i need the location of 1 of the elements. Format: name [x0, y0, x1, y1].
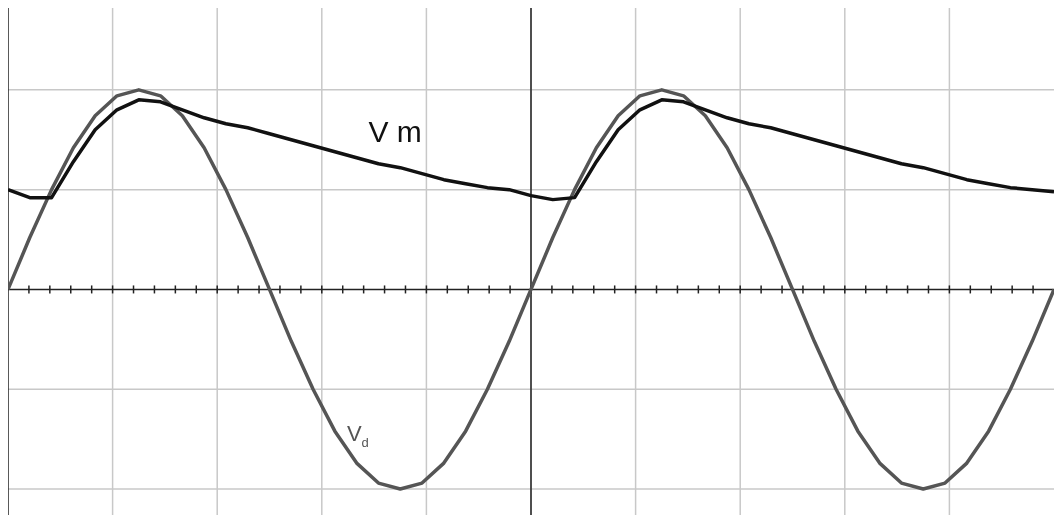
series-label: V m — [368, 114, 422, 148]
